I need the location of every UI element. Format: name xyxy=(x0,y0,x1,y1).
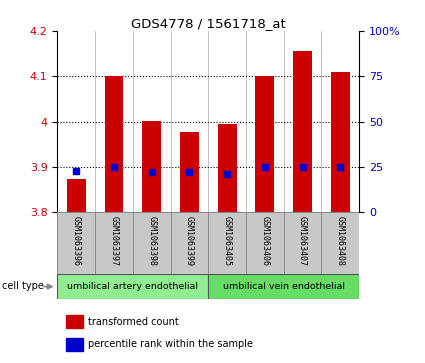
Bar xyxy=(105,76,123,212)
Bar xyxy=(255,76,274,212)
Bar xyxy=(66,338,83,351)
Bar xyxy=(208,212,246,274)
Text: GSM1063396: GSM1063396 xyxy=(72,216,81,266)
Bar xyxy=(293,51,312,212)
Text: GSM1063399: GSM1063399 xyxy=(185,216,194,266)
Text: percentile rank within the sample: percentile rank within the sample xyxy=(88,339,252,350)
Bar xyxy=(66,315,83,329)
Bar xyxy=(133,212,170,274)
Text: umbilical vein endothelial: umbilical vein endothelial xyxy=(223,282,345,291)
Text: cell type: cell type xyxy=(2,281,44,291)
Bar xyxy=(57,212,95,274)
Bar xyxy=(95,212,133,274)
Text: GSM1063408: GSM1063408 xyxy=(336,216,345,266)
Text: GSM1063406: GSM1063406 xyxy=(261,216,269,266)
Text: GSM1063397: GSM1063397 xyxy=(110,216,119,266)
Text: GSM1063398: GSM1063398 xyxy=(147,216,156,266)
Bar xyxy=(284,212,321,274)
Title: GDS4778 / 1561718_at: GDS4778 / 1561718_at xyxy=(131,17,286,30)
Bar xyxy=(321,212,359,274)
Text: transformed count: transformed count xyxy=(88,317,178,327)
Bar xyxy=(142,121,161,212)
Bar xyxy=(208,274,359,299)
Bar xyxy=(246,212,284,274)
Bar xyxy=(331,72,350,212)
Bar xyxy=(218,124,237,212)
Text: GSM1063405: GSM1063405 xyxy=(223,216,232,266)
Bar xyxy=(180,132,199,212)
Bar xyxy=(170,212,208,274)
Text: GSM1063407: GSM1063407 xyxy=(298,216,307,266)
Text: umbilical artery endothelial: umbilical artery endothelial xyxy=(67,282,198,291)
Bar xyxy=(67,179,86,212)
Bar xyxy=(57,274,208,299)
